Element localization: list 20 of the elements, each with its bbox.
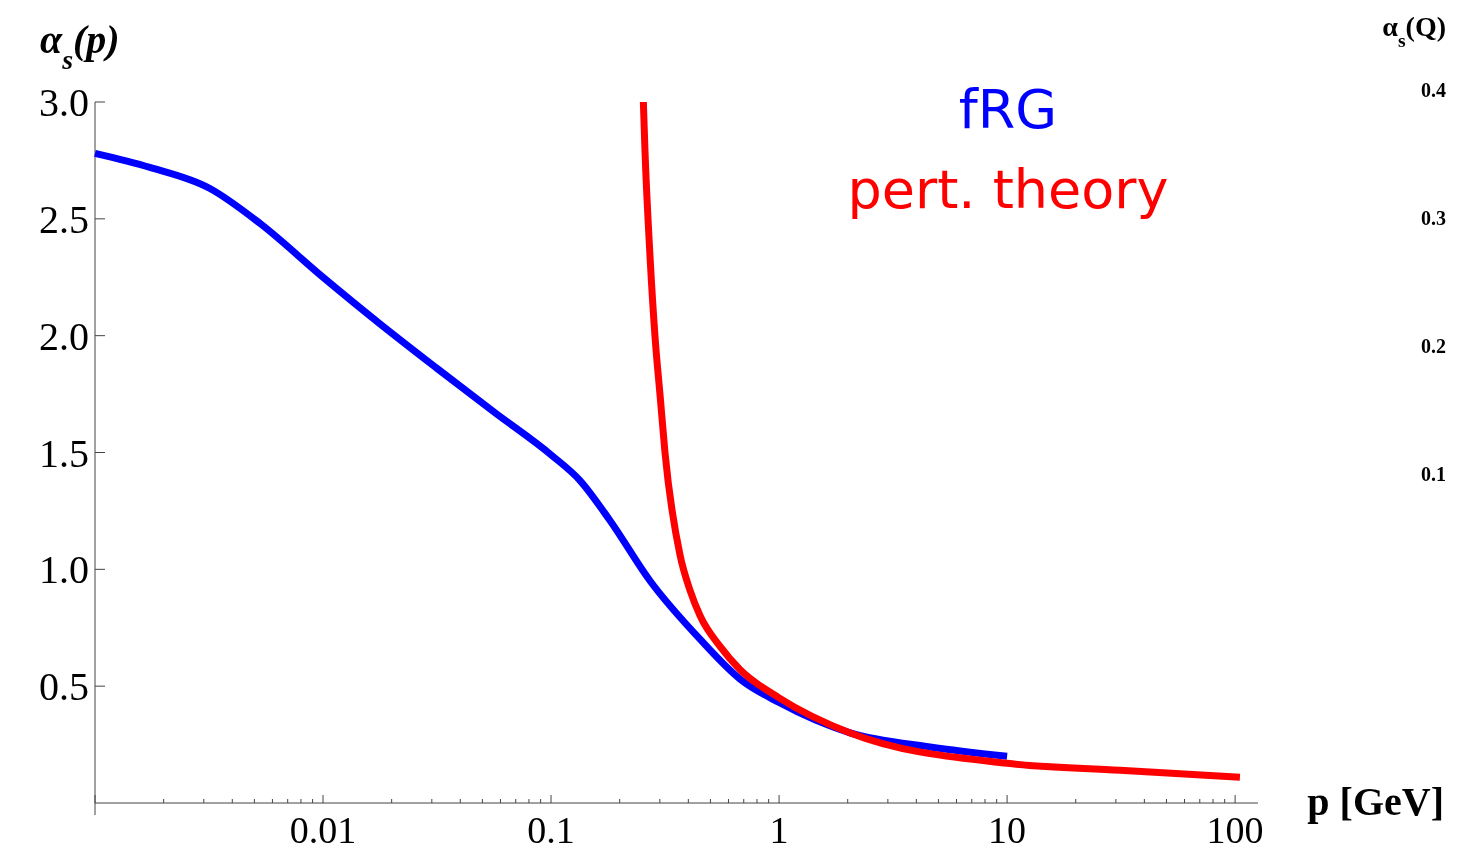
y2-axis-title: α$_{s}$(Q) <box>1382 11 1446 51</box>
y2-tick-label: 0.4 <box>1421 79 1446 101</box>
y-tick-label: 2.5 <box>39 196 89 242</box>
y2-tick-label: 0.2 <box>1421 335 1446 358</box>
x-tick-label: 0.1 <box>527 809 575 851</box>
y-tick-label: 1.5 <box>39 430 89 476</box>
y2-tick-label: 0.3 <box>1421 207 1446 230</box>
x-tick-label: 0.01 <box>289 809 357 851</box>
y-tick-label: 3.0 <box>39 80 89 125</box>
y-axis-title: α$_{s}$(p) <box>40 17 120 75</box>
x-tick-label: 1 <box>769 809 789 851</box>
y-tick-label: 0.5 <box>39 664 89 710</box>
x-tick-label: 100 <box>1206 809 1264 851</box>
y-tick-label: 1.0 <box>39 547 89 593</box>
x-tick-label: 10 <box>988 809 1027 851</box>
text: pert. theory <box>847 158 1169 221</box>
text: fRG <box>958 78 1058 141</box>
y-tick-label: 2.0 <box>39 313 89 359</box>
y2-tick-label: 0.1 <box>1421 463 1446 486</box>
x-axis-title: p [GeV] <box>1307 779 1444 824</box>
